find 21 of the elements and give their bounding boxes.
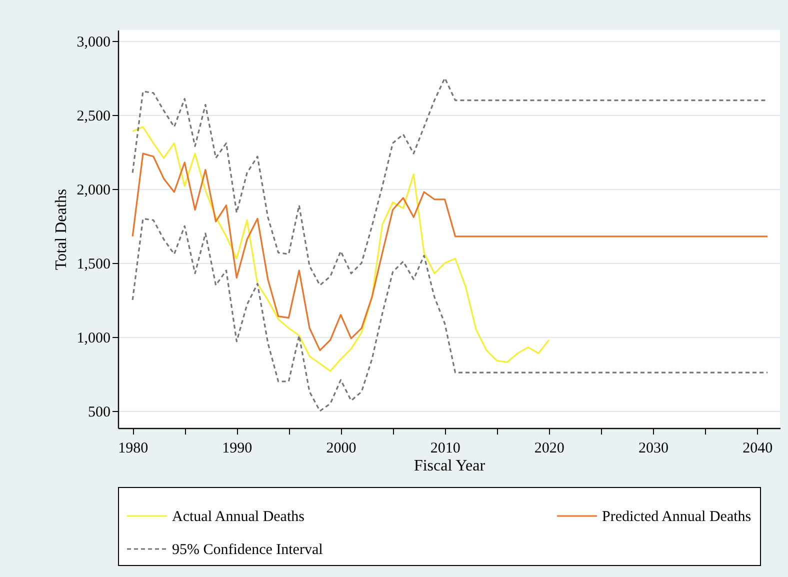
- y-tick-label: 500: [88, 404, 110, 420]
- line-series: [132, 218, 768, 412]
- legend-label: Actual Annual Deaths: [172, 509, 305, 525]
- y-axis-title: Total Deaths: [52, 188, 70, 270]
- x-tick-label: 2000: [326, 440, 356, 456]
- y-tick-label: 1,000: [76, 330, 110, 347]
- line-series: [132, 126, 550, 372]
- y-tick-label: 1,500: [76, 256, 110, 273]
- y-tick-label: 2,500: [76, 108, 110, 125]
- x-tick-label: 1990: [222, 440, 252, 456]
- x-tick-label: 1980: [118, 440, 148, 456]
- y-tick-label: 3,000: [76, 34, 110, 51]
- y-tick-label: 2,000: [76, 182, 110, 199]
- x-tick-label: 2040: [742, 440, 773, 456]
- x-tick-label: 2020: [534, 440, 564, 456]
- legend-label: 95% Confidence Interval: [172, 542, 323, 558]
- x-tick-label: 2010: [430, 440, 460, 456]
- x-tick-label: 2030: [638, 440, 669, 456]
- line-series: [132, 152, 768, 352]
- legend-label: Predicted Annual Deaths: [602, 509, 752, 525]
- x-axis-title: Fiscal Year: [414, 458, 486, 474]
